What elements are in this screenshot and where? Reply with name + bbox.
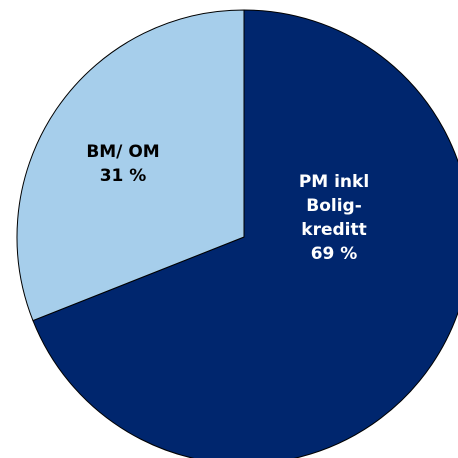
pie-slice-label-line: BM/ OM: [86, 142, 159, 162]
pie-slice-label-line: PM inkl: [299, 172, 369, 192]
pie-slice-label-line: 31 %: [100, 166, 147, 186]
pie-slice-label-line: 69 %: [311, 244, 358, 264]
pie-slice-label-line: Bolig-: [306, 196, 362, 216]
pie-slice-1: [16, 9, 245, 322]
pie-slice-label-0: PM inkl Bolig-kreditt 69 %: [299, 172, 369, 264]
pie-slice-label-line: kreditt: [301, 220, 366, 240]
pie-slices: [16, 9, 458, 458]
pie-labels: PM inkl Bolig-kreditt 69 % BM/ OM 31 %: [86, 142, 369, 264]
pie-slice-label-1: BM/ OM 31 %: [86, 142, 159, 186]
pie-slice-0: [32, 9, 458, 458]
